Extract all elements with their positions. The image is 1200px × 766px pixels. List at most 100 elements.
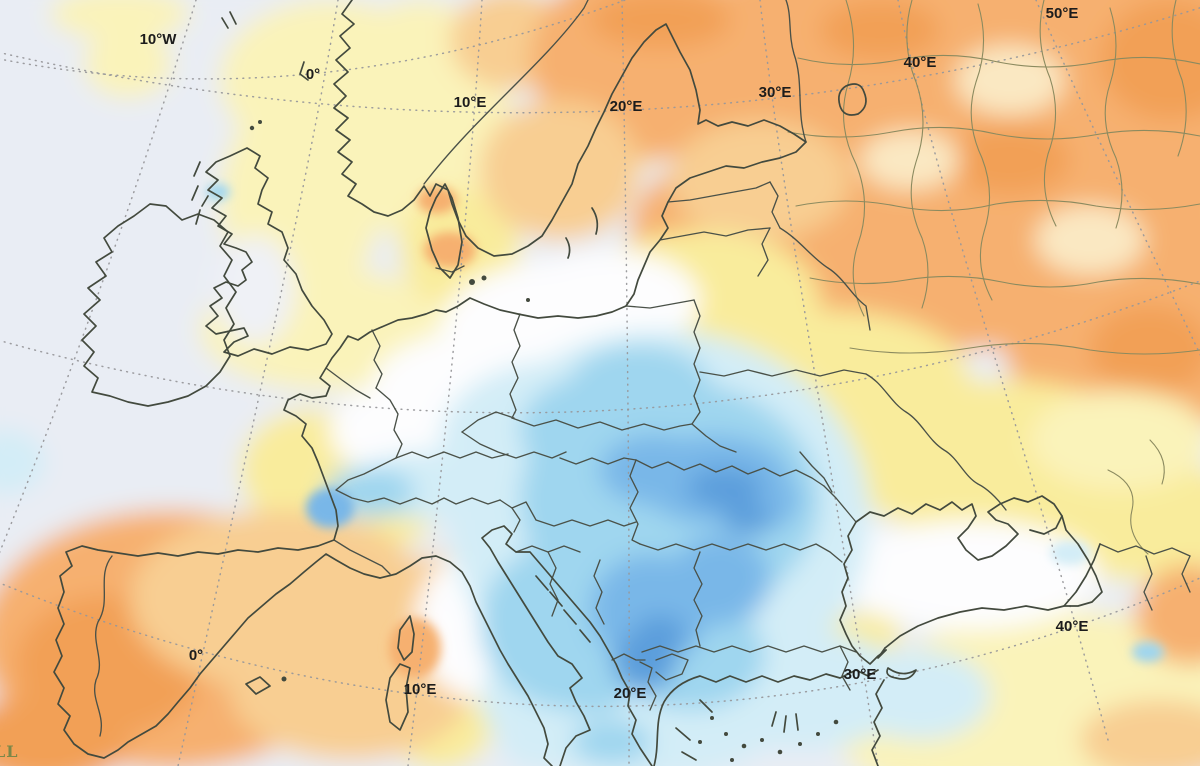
admin-border-line bbox=[809, 275, 1200, 288]
border-romania-bulgaria-danube bbox=[639, 543, 843, 563]
border-romania-serbia bbox=[629, 459, 641, 545]
aegean-island bbox=[710, 716, 714, 720]
coastline-corsica bbox=[397, 615, 415, 661]
aegean-island bbox=[760, 738, 764, 742]
border-france-germany bbox=[375, 387, 403, 459]
admin-border-line bbox=[906, 0, 929, 309]
border-france-spain-pyrenees bbox=[333, 539, 391, 575]
border-romania-north bbox=[635, 459, 825, 487]
coastline-dalmatian-islands bbox=[535, 575, 591, 643]
coastline-mainland-europe bbox=[53, 0, 807, 766]
border-moldova-danube bbox=[823, 485, 857, 523]
parallel-50n bbox=[0, 280, 1200, 414]
lon-label-top-40e: 40°E bbox=[904, 54, 937, 71]
admin-border-line bbox=[849, 342, 1200, 355]
coastline-gotland bbox=[591, 207, 599, 235]
lon-label-bottom-10e: 10°E bbox=[404, 681, 437, 698]
lon-label-top-30e: 30°E bbox=[759, 84, 792, 101]
anomaly-blob bbox=[590, 0, 730, 48]
anomaly-blob bbox=[1030, 390, 1200, 490]
border-slovenia-croatia bbox=[499, 499, 637, 527]
border-poland-belarus bbox=[691, 299, 701, 425]
anomaly-blob bbox=[84, 30, 172, 98]
coastlines bbox=[53, 0, 1103, 766]
anomaly-blob bbox=[424, 232, 476, 268]
admin-border-line bbox=[842, 0, 866, 317]
anomaly-blob bbox=[480, 100, 640, 240]
anomaly-blob bbox=[570, 345, 710, 425]
coastline-ireland bbox=[81, 203, 237, 407]
meridian-10w bbox=[0, 0, 197, 554]
anomaly-blob bbox=[1135, 565, 1200, 665]
coastline-oland bbox=[565, 237, 571, 259]
aegean-island bbox=[833, 719, 839, 725]
anomaly-blob bbox=[600, 435, 710, 505]
border-caucasus bbox=[1181, 555, 1191, 593]
coastline-aegean-islands bbox=[698, 716, 839, 762]
coastline-italy-adriatic-balkan bbox=[481, 525, 653, 766]
anomaly-blob bbox=[820, 0, 940, 60]
border-netherlands-germany bbox=[371, 329, 383, 389]
border-caucasus bbox=[1143, 555, 1153, 611]
anomaly-blob bbox=[1100, 0, 1200, 120]
admin-border-line bbox=[970, 3, 993, 301]
watermark-text: LL bbox=[0, 742, 19, 761]
admin-border-line bbox=[1171, 0, 1187, 157]
border-caucasus-turkey bbox=[1099, 543, 1191, 557]
meridian-20e bbox=[621, 0, 630, 766]
anomaly-blob bbox=[840, 520, 1100, 630]
lon-label-top-20e: 20°E bbox=[610, 98, 643, 115]
anomaly-blob bbox=[306, 488, 354, 528]
coastline-faroe bbox=[221, 11, 237, 29]
border-czechia bbox=[461, 431, 567, 459]
coastline-shetland bbox=[299, 61, 309, 81]
coastline-greece bbox=[653, 669, 879, 766]
anomaly-blob bbox=[722, 505, 774, 535]
border-switzerland bbox=[335, 457, 501, 505]
parallel-65n bbox=[0, 0, 628, 80]
coastline-blacksea-west bbox=[839, 521, 887, 665]
coastline-danish-isles bbox=[481, 275, 487, 281]
coastline-marmara bbox=[886, 667, 917, 680]
anomaly-blob bbox=[670, 535, 770, 625]
aegean-island bbox=[730, 758, 734, 762]
border-portugal-spain bbox=[94, 555, 113, 737]
anomaly-blob bbox=[206, 184, 230, 200]
border-bosnia-serbia bbox=[547, 551, 559, 617]
border-france-belgium bbox=[325, 367, 371, 399]
border-baltics bbox=[769, 181, 781, 229]
coastline-mallorca bbox=[245, 676, 271, 695]
admin-border-line bbox=[795, 199, 1200, 212]
border-ukraine-romania bbox=[691, 423, 737, 453]
aegean-island bbox=[724, 732, 728, 736]
border-czechia bbox=[461, 411, 515, 433]
anomaly-blob bbox=[670, 120, 850, 240]
anomaly-blob bbox=[860, 130, 960, 190]
lon-label-top-50e: 50°E bbox=[1046, 5, 1079, 22]
anomaly-blob bbox=[850, 650, 990, 740]
border-baltics bbox=[757, 227, 771, 277]
admin-border-line bbox=[797, 54, 1200, 68]
anomaly-blob bbox=[0, 430, 45, 494]
border-poland-czech-slovakia bbox=[511, 417, 693, 431]
parallel-40n bbox=[0, 577, 1200, 708]
anomaly-field-small bbox=[206, 184, 1164, 678]
country-borders bbox=[94, 0, 1191, 737]
coastline-bornholm bbox=[526, 298, 530, 302]
coastline-orkney bbox=[249, 125, 255, 131]
admin-border-line bbox=[1104, 7, 1123, 229]
coastline-turkey-aegean bbox=[871, 679, 885, 766]
border-slovenia-istria bbox=[511, 507, 521, 533]
border-baltics bbox=[667, 181, 771, 203]
aegean-island bbox=[741, 743, 747, 749]
coastline-caucasus-shore bbox=[1061, 515, 1103, 607]
anomaly-blob bbox=[417, 186, 457, 214]
border-germany-poland bbox=[509, 313, 521, 419]
admin-border-line bbox=[1107, 469, 1149, 555]
anomaly-blob bbox=[955, 45, 1065, 115]
border-baltics bbox=[659, 227, 771, 241]
border-norway-sweden bbox=[423, 0, 589, 185]
